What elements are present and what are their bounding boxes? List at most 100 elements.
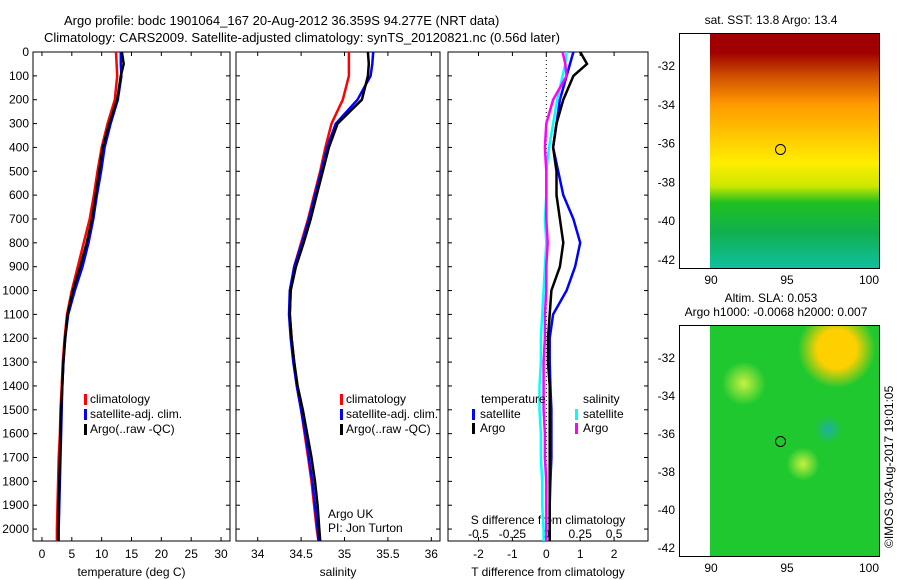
y-tick-label: 900 xyxy=(9,260,29,274)
x-tick-label: 0 xyxy=(543,547,550,561)
y-tick-label: 1500 xyxy=(2,403,29,417)
x-axis-label: temperature (deg C) xyxy=(77,565,185,579)
map-x-tick-label: 100 xyxy=(859,273,879,287)
map-y-tick-label: -34 xyxy=(658,389,676,403)
x2-axis-label: S difference from climatology xyxy=(471,513,626,527)
map-y-tick-label: -36 xyxy=(658,137,676,151)
y-tick-label: 1200 xyxy=(2,331,29,345)
x-tick-label: 35 xyxy=(338,547,352,561)
y-tick-label: 1000 xyxy=(2,284,29,298)
series-line-salinity-satellite xyxy=(538,51,568,541)
map-y-tick-label: -32 xyxy=(658,59,676,73)
legend-swatch xyxy=(84,394,87,405)
x-tick-label: 30 xyxy=(214,547,228,561)
x-tick-label: 20 xyxy=(155,547,169,561)
y-tick-label: 1800 xyxy=(2,474,29,488)
map-x-tick-label: 95 xyxy=(780,273,794,287)
legend-swatch xyxy=(575,409,578,420)
x2-tick-label: 0.25 xyxy=(569,527,593,541)
map-subtitle: Argo h1000: -0.0068 h2000: 0.007 xyxy=(685,305,868,319)
x-tick-label: 1 xyxy=(577,547,584,561)
x-tick-label: 25 xyxy=(185,547,199,561)
legend-swatch xyxy=(575,423,578,434)
x-tick-label: 35.5 xyxy=(376,547,400,561)
legend-swatch xyxy=(340,409,343,420)
legend-label: satellite-adj. clim. xyxy=(346,407,438,421)
legend-header: salinity xyxy=(583,392,620,406)
x-tick-label: 36 xyxy=(425,547,439,561)
legend-label: satellite xyxy=(480,407,521,421)
map-y-tick-label: -40 xyxy=(658,214,676,228)
x-axis-label: salinity xyxy=(320,565,357,579)
sla-map xyxy=(679,325,880,557)
y-tick-label: 800 xyxy=(9,236,29,250)
argo-location-marker xyxy=(775,144,786,155)
x-tick-label: 2 xyxy=(611,547,618,561)
map-title: Altim. SLA: 0.053 xyxy=(725,291,818,305)
series-line-satellite-adj-clim- xyxy=(57,52,123,541)
legend-swatch xyxy=(472,423,475,434)
plot-frame xyxy=(32,51,231,542)
map-y-tick-label: -40 xyxy=(658,503,676,517)
figure-title: Argo profile: bodc 1901064_167 20-Aug-20… xyxy=(64,13,500,28)
legend-header: temperature xyxy=(481,392,546,406)
figure-subtitle: Climatology: CARS2009. Satellite-adjuste… xyxy=(44,30,560,45)
map-y-tick-label: -36 xyxy=(658,427,676,441)
x-tick-label: 15 xyxy=(125,547,139,561)
x-axis-label: T difference from climatology xyxy=(471,565,625,579)
series-line-temperature-argo xyxy=(546,51,589,541)
x-tick-label: 5 xyxy=(68,547,75,561)
sla-field xyxy=(710,326,879,556)
map-y-tick-label: -42 xyxy=(658,253,676,267)
y-tick-label: 1600 xyxy=(2,427,29,441)
series-line-salinity-argo xyxy=(542,51,568,541)
x-tick-label: 34 xyxy=(251,547,265,561)
legend-label: satellite xyxy=(583,407,624,421)
map-y-tick-label: -34 xyxy=(658,98,676,112)
series-line-climatology xyxy=(288,52,351,542)
y-tick-label: 1100 xyxy=(3,307,29,321)
map-x-tick-label: 90 xyxy=(704,273,718,287)
map-y-tick-label: -38 xyxy=(658,175,676,189)
legend-label: climatology xyxy=(346,392,406,406)
legend-label: climatology xyxy=(90,392,150,406)
y-tick-label: 1300 xyxy=(2,355,29,369)
map-x-tick-label: 95 xyxy=(780,561,794,575)
x-tick-label: -1 xyxy=(507,547,518,561)
map-title: sat. SST: 13.8 Argo: 13.4 xyxy=(705,13,838,27)
legend-swatch xyxy=(472,409,475,420)
x-tick-label: 34.5 xyxy=(289,547,313,561)
series-line-temperature-satellite xyxy=(548,51,582,541)
y-tick-label: 500 xyxy=(9,164,29,178)
map-y-tick-label: -38 xyxy=(658,465,676,479)
sst-map xyxy=(679,33,880,269)
x-tick-label: 10 xyxy=(95,547,109,561)
legend-label: Argo(..raw -QC) xyxy=(346,422,431,436)
y-tick-label: 1700 xyxy=(2,451,29,465)
credit-text: ©IMOS 03-Aug-2017 19:01:05 xyxy=(882,385,896,548)
legend-label: Argo xyxy=(480,421,506,435)
y-tick-label: 100 xyxy=(9,69,29,83)
x2-tick-label: 0.5 xyxy=(606,527,623,541)
y-tick-label: 1900 xyxy=(2,498,29,512)
legend-label: Argo xyxy=(583,421,609,435)
y-tick-label: 2000 xyxy=(2,522,29,536)
legend-swatch xyxy=(340,424,343,435)
y-tick-label: 300 xyxy=(9,117,29,131)
x2-tick-label: -0.25 xyxy=(499,527,527,541)
sst-field xyxy=(710,34,879,268)
map-y-tick-label: -42 xyxy=(658,541,676,555)
y-tick-label: 600 xyxy=(9,188,29,202)
y-tick-label: 200 xyxy=(9,93,29,107)
map-x-tick-label: 100 xyxy=(859,561,879,575)
series-line-argo-raw-qc- xyxy=(288,51,371,542)
legend-label: Argo(..raw -QC) xyxy=(90,422,175,436)
y-tick-label: 700 xyxy=(9,212,29,226)
attribution-line: Argo UK xyxy=(328,507,373,521)
x-tick-label: -2 xyxy=(473,547,484,561)
attribution-line: PI: Jon Turton xyxy=(328,521,403,535)
plot-frame xyxy=(447,51,649,542)
plot-frame xyxy=(235,51,441,542)
